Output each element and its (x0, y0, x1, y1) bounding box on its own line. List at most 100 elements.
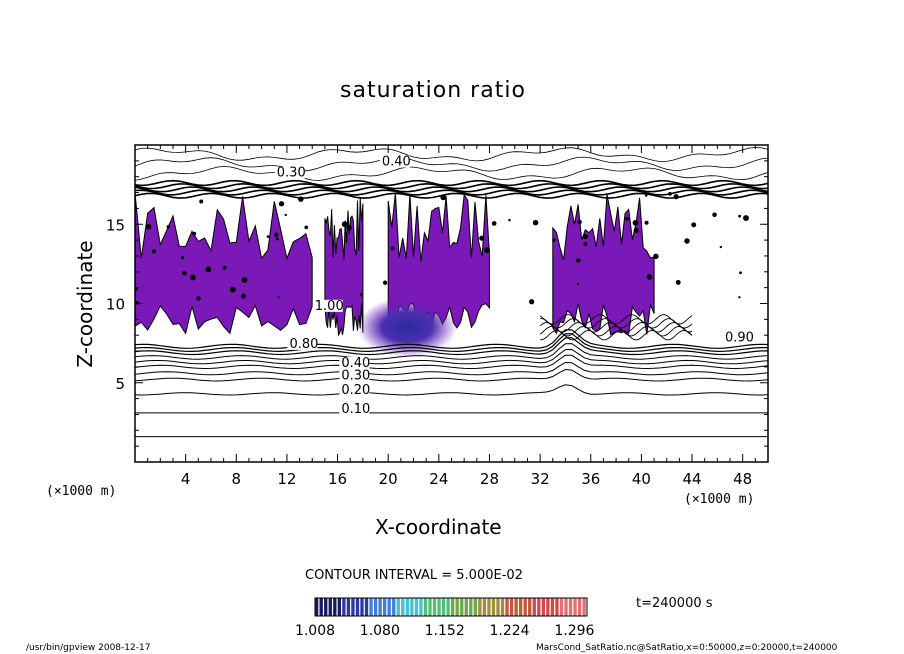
x-tick-label: 8 (232, 470, 242, 488)
colorbar-cell (383, 598, 387, 616)
scatter-dot (135, 300, 140, 305)
x-tick-label: 40 (632, 470, 651, 488)
scatter-dot (222, 265, 227, 270)
contour-label-bg (339, 369, 370, 382)
y-tick-label: 5 (115, 375, 125, 393)
contour-label-bg (339, 383, 370, 396)
contour-label: 0.30 (341, 369, 370, 384)
colorbar-cell (392, 598, 396, 616)
y-axis-unit: (×1000 m) (46, 484, 117, 499)
colorbar-cell (333, 598, 337, 616)
scatter-dot (675, 279, 681, 285)
scatter-dot (359, 293, 364, 297)
colorbar-cell (464, 598, 468, 616)
supersaturated-region (552, 194, 655, 336)
contour-line (135, 329, 768, 349)
contour-line (539, 326, 693, 337)
scatter-dot (529, 299, 535, 305)
scatter-dot (508, 218, 511, 222)
colorbar-cell (355, 598, 360, 616)
colorbar-cell (405, 598, 409, 616)
scatter-dot (241, 277, 248, 283)
colorbar-cell (455, 598, 459, 616)
contour-label: 0.20 (341, 383, 370, 398)
max-saturation-blob (357, 297, 458, 358)
colorbar-cell (373, 598, 378, 616)
colorbar-cell (346, 598, 351, 616)
contour-line (135, 179, 768, 187)
contour-line (135, 146, 768, 162)
scatter-dot (632, 220, 639, 226)
colorbar-cell (446, 598, 450, 616)
x-tick-label: 20 (379, 470, 398, 488)
scatter-dot (644, 220, 649, 225)
scatter-dot (229, 286, 236, 293)
scatter-dot (304, 225, 309, 230)
contour-line (135, 165, 768, 181)
colorbar-tick-label: 1.152 (425, 623, 465, 639)
x-tick-label: 4 (181, 470, 191, 488)
contour-line (135, 192, 768, 199)
colorbar-frame (314, 597, 588, 617)
colorbar-cell (555, 598, 559, 616)
scatter-dot (192, 231, 197, 236)
scatter-dot (653, 253, 659, 260)
scatter-dot (278, 201, 285, 207)
contour-label-bg (339, 402, 370, 415)
time-label: t=240000 s (636, 596, 713, 611)
scatter-dot (484, 247, 491, 254)
scatter-dot (738, 296, 741, 299)
x-tick-label: 24 (429, 470, 448, 488)
scatter-dot (199, 199, 204, 204)
colorbar-cell (537, 598, 541, 616)
scatter-dot (266, 235, 270, 238)
contour-line (135, 333, 768, 353)
contour-label: 0.30 (277, 166, 306, 181)
colorbar-cell (324, 598, 328, 616)
scatter-dot (240, 293, 246, 299)
contour-label: 0.40 (382, 155, 411, 170)
colorbar-tick-label: 1.080 (360, 623, 400, 639)
colorbar-cell (550, 598, 555, 616)
colorbar-tick-label: 1.008 (295, 623, 335, 639)
y-tick-label: 15 (106, 216, 125, 234)
footer-left: /usr/bin/gpview 2008-12-17 (26, 643, 151, 653)
scatter-dot (145, 223, 152, 230)
contour-line (135, 337, 768, 356)
contour-line (135, 354, 768, 370)
colorbar-cell (568, 598, 573, 616)
colorbar-cell (414, 598, 419, 616)
chart-title: saturation ratio (340, 78, 526, 103)
scatter-dot (491, 221, 497, 226)
colorbar-cell (369, 598, 373, 616)
colorbar-cell (437, 598, 441, 616)
colorbar-cell (509, 598, 514, 616)
scatter-dot (577, 219, 582, 225)
x-axis-unit: (×1000 m) (684, 492, 755, 507)
contour-label-bg (312, 299, 343, 312)
scatter-dot (189, 274, 196, 281)
scatter-dot (633, 227, 639, 233)
x-tick-label: 12 (277, 470, 296, 488)
colorbar-cell (378, 598, 382, 616)
colorbar-cell (482, 598, 487, 616)
colorbar-cell (559, 598, 564, 616)
colorbar-cell (419, 598, 423, 616)
scatter-dot (275, 237, 279, 241)
x-axis-title: X-coordinate (375, 515, 502, 539)
contour-label: 0.40 (341, 356, 370, 371)
contour-label-bg (379, 155, 410, 168)
contour-label: 1.00 (315, 299, 344, 314)
colorbar-cell (337, 598, 341, 616)
scatter-dot (691, 222, 697, 228)
colorbar-tick-label: 1.224 (489, 623, 529, 639)
scatter-dot (205, 266, 212, 273)
supersaturated-region (324, 198, 364, 337)
x-tick-label: 16 (328, 470, 347, 488)
colorbar-cell (473, 598, 477, 616)
scatter-dot (646, 274, 653, 280)
contour-lines (135, 146, 768, 438)
colorbar-cell (351, 598, 355, 616)
contour-labels: 0.400.300.100.200.300.400.80 0.901.00 (274, 155, 754, 417)
colorbar-cell (315, 598, 319, 616)
